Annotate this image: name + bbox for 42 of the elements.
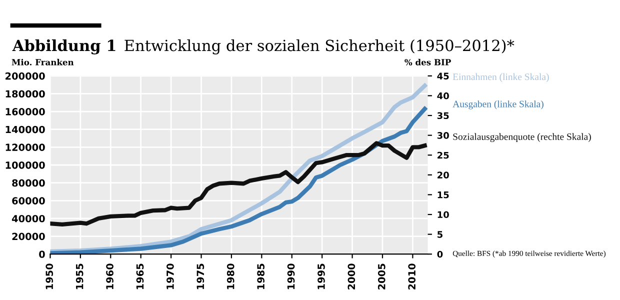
- y-tick-label: 160000: [6, 108, 45, 116]
- y2-tick-label: 25: [438, 152, 449, 159]
- x-tick-label: 1950: [46, 264, 54, 290]
- x-tick-label: 1975: [196, 264, 204, 290]
- y-tick-label: 40000: [12, 214, 45, 222]
- line-series: [50, 141, 427, 226]
- y-axis-title: Mio. Franken: [12, 58, 74, 66]
- y2-tick-label: 5: [438, 231, 442, 238]
- text: Sozialausgabenquote (rechte Skala): [453, 133, 591, 142]
- x-tick-label: 1955: [76, 264, 84, 290]
- y-tick-label: 80000: [12, 179, 45, 187]
- x-tick-label: 1960: [106, 264, 114, 290]
- y-tick-label: 140000: [6, 126, 45, 134]
- y2-tick-label: 40: [437, 92, 449, 100]
- y-tick-label: 20000: [12, 232, 45, 240]
- x-tick-label: 2005: [378, 264, 386, 290]
- y-tick-label: 0: [39, 250, 45, 258]
- x-tick-label: 2010: [408, 264, 416, 290]
- y2-tick-label: 10: [438, 211, 449, 218]
- y-tick-label: 200000: [6, 72, 45, 80]
- x-tick-label: 1985: [257, 264, 264, 290]
- x-tick-label: 1980: [226, 264, 234, 290]
- y2-tick-label: 20: [438, 172, 449, 178]
- text: Ausgaben (linke Skala): [452, 100, 544, 110]
- x-tick-label: 1995: [318, 264, 325, 290]
- text: Einnahmen (linke Skala): [452, 73, 549, 82]
- y-tick-label: 60000: [12, 197, 45, 204]
- chart-subtitle: Entwicklung der sozialen Sicherheit (1950–2012)*: [124, 39, 514, 54]
- y2-tick-label: 45: [437, 72, 449, 80]
- x-tick-label: 1970: [166, 264, 174, 290]
- y-tick-label: 100000: [6, 161, 45, 169]
- x-tick-label: 1965: [136, 264, 144, 290]
- x-tick-label: 1990: [287, 264, 295, 290]
- y2-tick-label: 35: [437, 112, 449, 120]
- y2-axis-title: % des BIP: [404, 58, 451, 66]
- y2-tick-label: 15: [438, 192, 449, 198]
- chart-title: Abbildung 1: [12, 39, 116, 54]
- x-tick-label: 2000: [348, 264, 356, 290]
- y2-tick-label: 30: [437, 132, 449, 139]
- y-tick-label: 180000: [6, 90, 45, 98]
- y2-tick-label: 0: [437, 250, 443, 258]
- y-tick-label: 120000: [6, 144, 45, 152]
